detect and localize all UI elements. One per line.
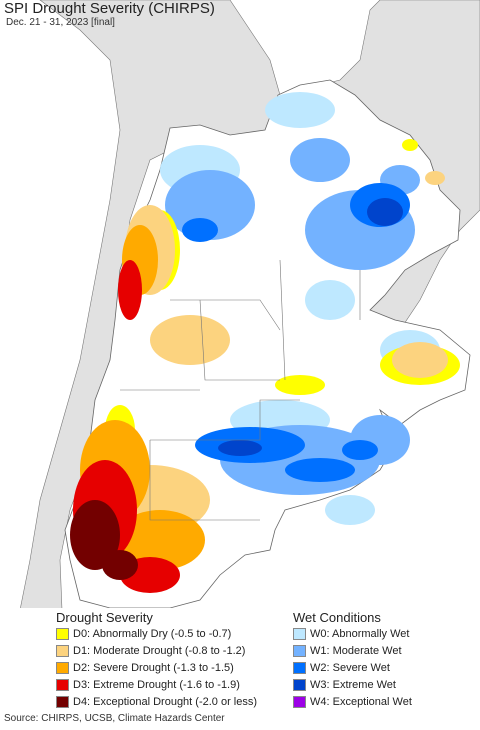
source-text: Source: CHIRPS, UCSB, Climate Hazards Ce… (4, 713, 225, 724)
drought-legend-item: D1: Moderate Drought (-0.8 to -1.2) (56, 644, 245, 658)
drought-legend-label: D0: Abnormally Dry (-0.5 to -0.7) (73, 628, 232, 640)
drought-legend-item: D2: Severe Drought (-1.3 to -1.5) (56, 661, 234, 675)
drought-swatch (56, 696, 69, 708)
drought-legend-title: Drought Severity (56, 610, 153, 625)
wet-swatch (293, 645, 306, 657)
wet-legend-item: W0: Abnormally Wet (293, 627, 409, 641)
drought-legend-item: D3: Extreme Drought (-1.6 to -1.9) (56, 678, 240, 692)
legend-panel (0, 608, 480, 711)
wet-legend-label: W3: Extreme Wet (310, 679, 396, 691)
wet-w3 (218, 198, 403, 456)
wet-swatch (293, 679, 306, 691)
drought-swatch (56, 645, 69, 657)
wet-legend-label: W0: Abnormally Wet (310, 628, 410, 640)
wet-legend-label: W2: Severe Wet (310, 662, 390, 674)
dry-d4 (70, 500, 138, 580)
drought-legend-label: D4: Exceptional Drought (-2.0 or less) (73, 696, 258, 708)
wet-legend-item: W2: Severe Wet (293, 661, 390, 675)
wet-swatch (293, 662, 306, 674)
wet-legend-item: W1: Moderate Wet (293, 644, 402, 658)
drought-legend-label: D1: Moderate Drought (-0.8 to -1.2) (73, 645, 246, 657)
wet-swatch (293, 628, 306, 640)
drought-legend-item: D4: Exceptional Drought (-2.0 or less) (56, 695, 257, 709)
wet-legend-label: W4: Exceptional Wet (310, 696, 412, 708)
map-title: SPI Drought Severity (CHIRPS) (4, 0, 215, 17)
drought-swatch (56, 662, 69, 674)
drought-legend-item: D0: Abnormally Dry (-0.5 to -0.7) (56, 627, 231, 641)
drought-map (19, 0, 480, 610)
admin-borders (120, 259, 361, 521)
wet-legend-title: Wet Conditions (293, 610, 381, 625)
map-subtitle: Dec. 21 - 31, 2023 [final] (6, 17, 115, 28)
drought-legend-label: D2: Severe Drought (-1.3 to -1.5) (73, 662, 234, 674)
wet-swatch (293, 696, 306, 708)
wet-legend-label: W1: Moderate Wet (310, 645, 402, 657)
drought-swatch (56, 628, 69, 640)
wet-legend-item: W3: Extreme Wet (293, 678, 396, 692)
drought-swatch (56, 679, 69, 691)
wet-legend-item: W4: Exceptional Wet (293, 695, 412, 709)
drought-legend-label: D3: Extreme Drought (-1.6 to -1.9) (73, 679, 240, 691)
